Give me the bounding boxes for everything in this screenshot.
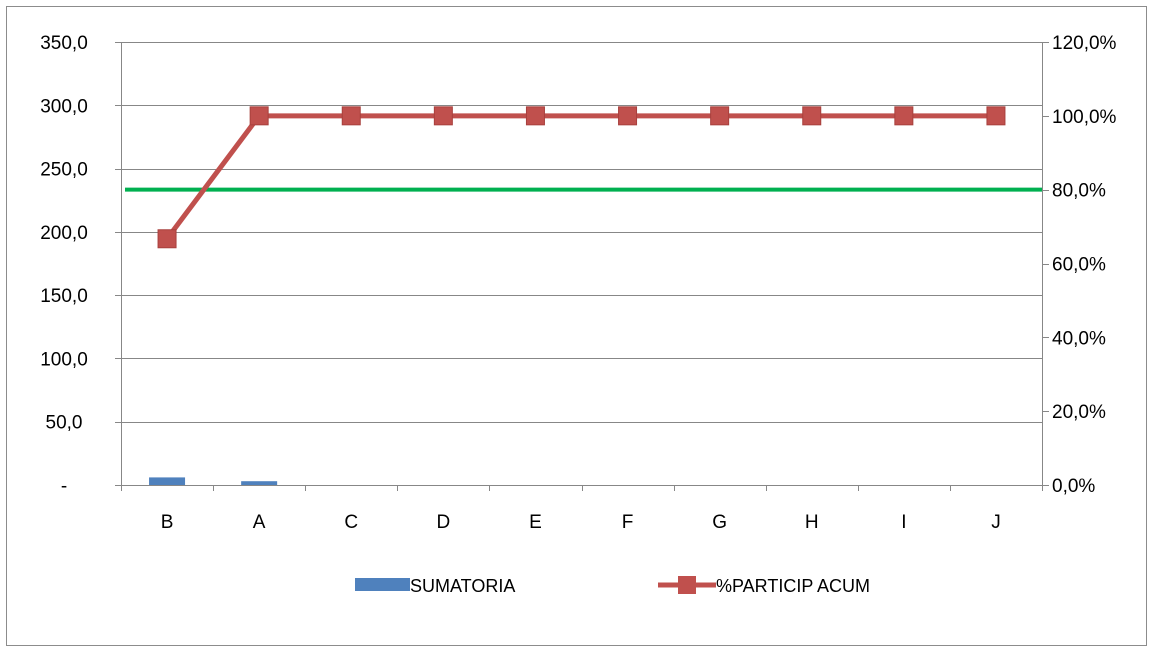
marker-C — [341, 106, 361, 126]
bar-B — [149, 477, 186, 485]
line-series — [157, 106, 1006, 249]
right-tick-label: 100,0% — [1052, 107, 1117, 128]
marker-D — [433, 106, 453, 126]
category-label-D: D — [436, 512, 450, 533]
category-label-G: G — [712, 512, 727, 533]
left-tick-label: 100,0 — [40, 349, 88, 370]
left-tick-label: 300,0 — [40, 96, 88, 117]
category-label-E: E — [529, 512, 542, 533]
category-label-B: B — [161, 512, 174, 533]
category-label-J: J — [991, 512, 1001, 533]
left-tick-label: 200,0 — [40, 223, 88, 244]
category-label-H: H — [805, 512, 819, 533]
bar-series — [149, 477, 278, 485]
marker-E — [525, 106, 545, 126]
axis-labels: - 50,0 100,0 150,0 200,0 250,0 300,0 350,0 0,0% 2… — [40, 33, 1116, 533]
cumulative-line — [165, 113, 996, 241]
right-tick-label: 20,0% — [1052, 402, 1106, 423]
category-label-I: I — [901, 512, 906, 533]
axes — [115, 42, 1049, 491]
legend-label-sumatoria: SUMATORIA — [410, 576, 515, 596]
gridlines — [121, 42, 1042, 423]
bar-A — [241, 481, 278, 485]
right-tick-label: 0,0% — [1052, 476, 1095, 497]
marker-F — [618, 106, 638, 126]
legend-label-particip: %PARTICIP ACUM — [716, 576, 870, 596]
left-tick-label: - — [61, 476, 67, 497]
chart-frame — [6, 6, 1147, 646]
legend-marker-swatch — [678, 576, 696, 594]
legend-bar-swatch — [355, 578, 410, 591]
right-tick-label: 60,0% — [1052, 255, 1106, 276]
marker-I — [894, 106, 914, 126]
right-tick-label: 40,0% — [1052, 328, 1106, 349]
left-tick-label: 350,0 — [40, 33, 88, 54]
right-tick-label: 120,0% — [1052, 33, 1117, 54]
left-tick-label: 250,0 — [40, 160, 88, 181]
marker-B — [157, 229, 177, 249]
category-label-F: F — [622, 512, 634, 533]
legend: SUMATORIA %PARTICIP ACUM — [355, 576, 870, 596]
right-tick-label: 80,0% — [1052, 181, 1106, 202]
category-label-C: C — [344, 512, 358, 533]
pareto-chart: - 50,0 100,0 150,0 200,0 250,0 300,0 350,0 0,0% 2… — [40, 33, 1116, 596]
left-tick-label: 50,0 — [46, 413, 83, 434]
marker-J — [986, 106, 1006, 126]
marker-A — [249, 106, 269, 126]
marker-G — [710, 106, 730, 126]
category-label-A: A — [253, 512, 266, 533]
left-tick-label: 150,0 — [40, 286, 88, 307]
marker-H — [802, 106, 822, 126]
